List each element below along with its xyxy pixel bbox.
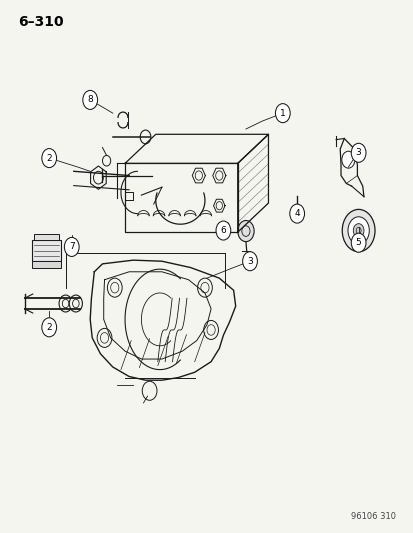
Circle shape [350,233,365,252]
Circle shape [350,143,365,163]
Circle shape [59,295,72,312]
Text: 5: 5 [355,238,361,247]
Text: 3: 3 [355,148,361,157]
Text: 4: 4 [294,209,299,218]
Text: 1: 1 [279,109,285,118]
Circle shape [42,318,57,337]
Text: 96106 310: 96106 310 [350,512,394,521]
Bar [33,233,59,240]
Circle shape [242,252,257,271]
Text: 6: 6 [220,226,226,235]
Text: 8: 8 [87,95,93,104]
Circle shape [289,204,304,223]
Circle shape [291,207,302,222]
Circle shape [83,91,97,109]
Circle shape [347,217,368,244]
Circle shape [342,209,374,252]
Circle shape [216,221,230,240]
Bar [31,261,61,268]
Text: 2: 2 [46,154,52,163]
Circle shape [341,151,354,168]
Text: 3: 3 [247,257,252,266]
Text: 2: 2 [46,323,52,332]
Text: 7: 7 [69,243,74,252]
Circle shape [69,295,82,312]
Text: 6–310: 6–310 [19,15,64,29]
Circle shape [237,221,254,241]
Circle shape [42,149,57,167]
Circle shape [275,103,290,123]
Bar [31,240,61,261]
Circle shape [352,224,363,237]
Circle shape [64,237,79,256]
